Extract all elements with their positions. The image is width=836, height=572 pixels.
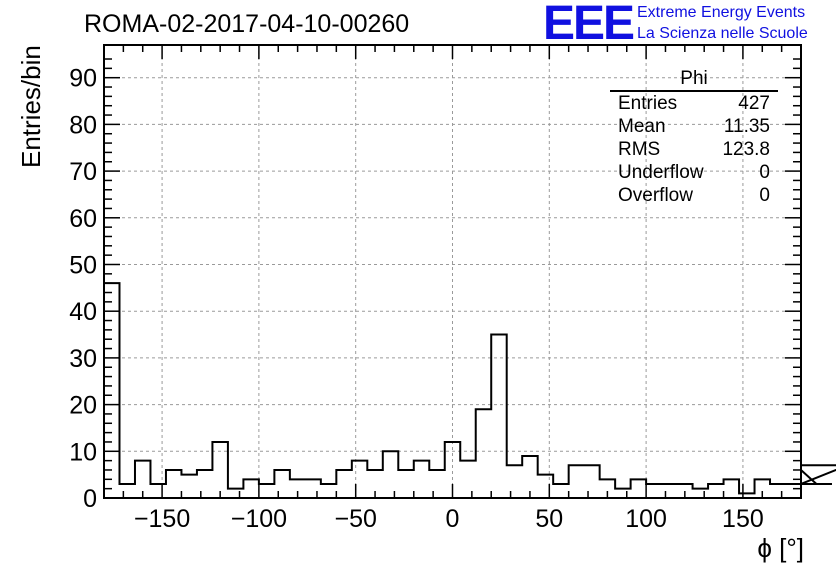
histogram-bin: [305, 479, 320, 498]
y-tick-label: 90: [69, 65, 97, 93]
stats-row-rms: RMS 123.8: [610, 138, 778, 161]
histogram-bin: [321, 484, 336, 498]
y-tick-label: 80: [69, 111, 97, 139]
histogram-bin: [460, 461, 475, 498]
histogram-bin: [150, 484, 165, 498]
histogram-bin: [429, 470, 444, 498]
stats-title: Phi: [610, 68, 778, 92]
histogram-bin: [693, 489, 708, 498]
histogram-bin: [553, 484, 568, 498]
histogram-bin: [383, 451, 398, 498]
x-tick-label: −50: [334, 505, 376, 533]
x-tick-label: 150: [722, 505, 764, 533]
histogram-bin: [243, 479, 258, 498]
stats-row-entries: Entries 427: [610, 92, 778, 115]
histogram-bin: [646, 484, 661, 498]
histogram-bin: [212, 442, 227, 498]
stats-value: 427: [738, 93, 770, 114]
histogram-bin: [569, 465, 584, 498]
stats-row-underflow: Underflow 0: [610, 161, 778, 184]
histogram-bin: [352, 461, 367, 498]
eee-logo: EEE: [543, 0, 635, 50]
histogram-bin: [786, 484, 801, 498]
x-axis-label: ϕ [°]: [757, 533, 804, 563]
stats-label: RMS: [618, 139, 661, 160]
histogram-bin: [662, 484, 677, 498]
y-tick-label: 10: [69, 438, 97, 466]
histogram-bin: [476, 409, 491, 498]
y-tick-label: 70: [69, 158, 97, 186]
x-tick-label: −150: [134, 505, 190, 533]
histogram-bin: [507, 465, 522, 498]
stats-value: 11.35: [723, 116, 770, 137]
histogram-bin: [584, 465, 599, 498]
histogram-bin: [274, 470, 289, 498]
histogram-bin: [708, 484, 723, 498]
histogram-bin: [259, 484, 274, 498]
histogram-bin: [166, 470, 181, 498]
histogram-bin: [104, 283, 119, 498]
stats-box: Phi Entries 427 Mean 11.35 RMS 123.8 Underf…: [610, 68, 778, 207]
stats-label: Mean: [618, 116, 666, 137]
stats-label: Entries: [618, 93, 678, 114]
stats-value: 0: [759, 185, 770, 206]
x-tick-label: 100: [625, 505, 667, 533]
stats-label: Overflow: [618, 185, 693, 206]
histogram-outline: [103, 282, 836, 498]
y-tick-label: 30: [69, 345, 97, 373]
stats-label: Underflow: [618, 162, 704, 183]
histogram-bin: [491, 335, 506, 498]
y-tick-label: 60: [69, 205, 97, 233]
x-tick-label: −100: [231, 505, 287, 533]
y-tick-label: 40: [69, 298, 97, 326]
logo-line1: Extreme Energy Events: [637, 4, 806, 21]
histogram-bin: [724, 479, 739, 498]
chart-title: ROMA-02-2017-04-10-00260: [84, 10, 410, 38]
y-axis-label: Entries/bin: [16, 45, 46, 168]
histogram-bin: [197, 470, 212, 498]
x-tick-label: 0: [446, 505, 460, 533]
histogram-bin: [228, 489, 243, 498]
histogram-bin: [770, 484, 785, 498]
stats-row-overflow: Overflow 0: [610, 184, 778, 207]
y-tick-label: 0: [83, 485, 97, 513]
histogram-bin: [615, 489, 630, 498]
histogram-bin: [119, 484, 134, 498]
y-tick-label: 50: [69, 251, 97, 279]
histogram-bin: [336, 470, 351, 498]
stats-row-mean: Mean 11.35: [610, 115, 778, 138]
histogram-bin: [398, 470, 413, 498]
histogram-bin: [414, 461, 429, 498]
stats-value: 123.8: [722, 139, 770, 160]
stats-value: 0: [759, 162, 770, 183]
histogram-bin: [631, 479, 646, 498]
y-tick-label: 20: [69, 392, 97, 420]
histogram-bin: [181, 475, 196, 498]
histogram-bin: [538, 475, 553, 498]
logo-line2: La Scienza nelle Scuole: [637, 25, 808, 42]
x-tick-label: 50: [535, 505, 563, 533]
